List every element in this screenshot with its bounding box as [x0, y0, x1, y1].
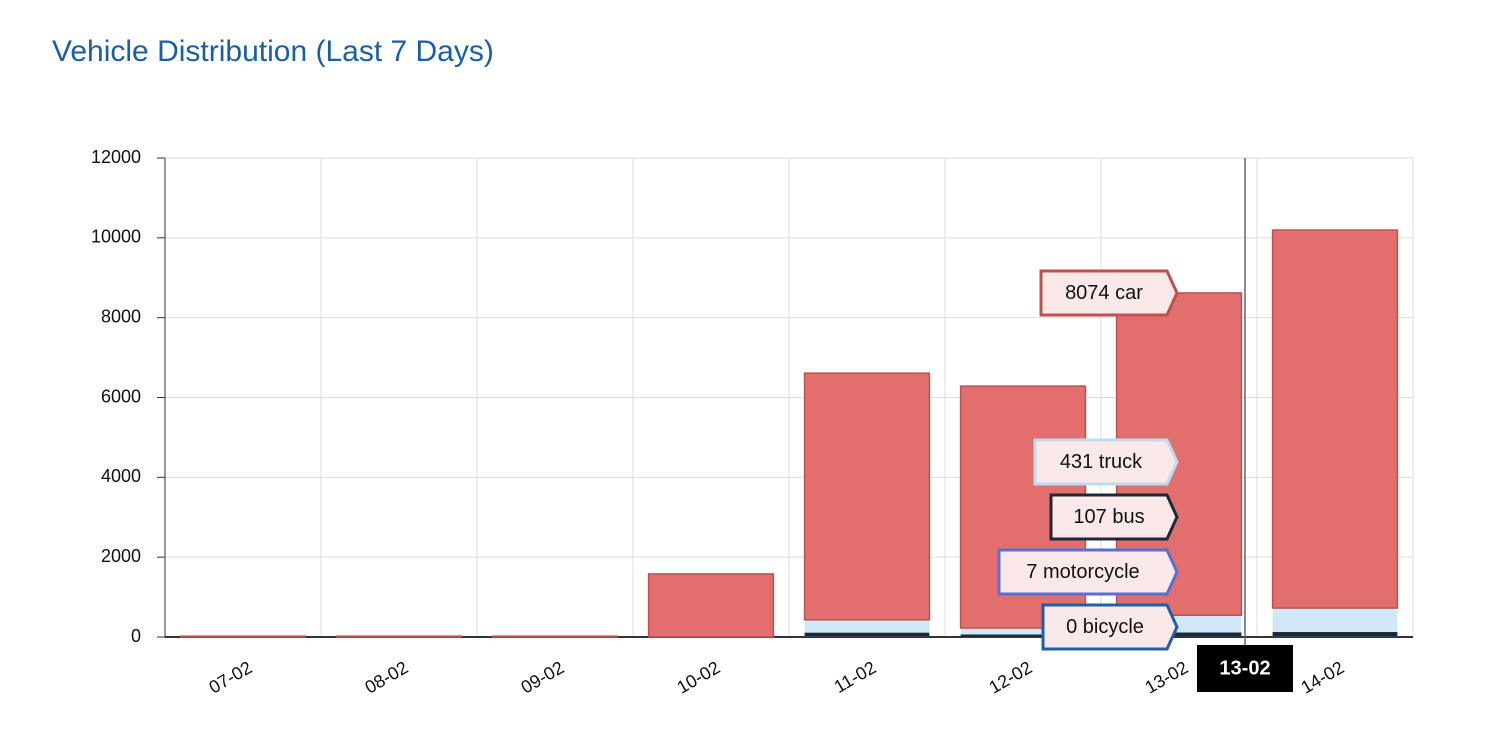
x-tick-label: 14-02: [1297, 657, 1347, 697]
tooltip-box: [1041, 603, 1179, 651]
tooltip-series-name: bicycle: [1083, 616, 1144, 638]
x-tick-label: 11-02: [831, 657, 880, 697]
bar-segment: [1272, 608, 1398, 633]
tooltip-box: [1039, 269, 1179, 317]
x-tick-label: 13-02: [1141, 657, 1191, 697]
bar-segment: [647, 573, 775, 638]
y-tick-label: 12000: [91, 147, 141, 167]
bar-segment: [1272, 632, 1398, 637]
tooltip-series-name: truck: [1099, 451, 1143, 473]
tooltip-text: 0 bicycle: [1066, 616, 1144, 638]
y-tick-label: 8000: [101, 306, 141, 326]
tooltip-text: 8074 car: [1065, 282, 1143, 304]
x-tick-label: 09-02: [517, 657, 567, 697]
x-tick-label: 08-02: [361, 657, 411, 697]
chart-title: Vehicle Distribution (Last 7 Days): [52, 35, 494, 68]
y-tick-label: 2000: [101, 546, 141, 566]
y-tick-label: 4000: [101, 466, 141, 486]
tooltip-value: 107: [1073, 506, 1106, 528]
tooltip-value: 8074: [1065, 282, 1110, 304]
y-tick-label: 10000: [91, 227, 141, 247]
bar-segment: [960, 628, 1086, 635]
bar-segment: [1271, 229, 1399, 609]
bar-segment: [491, 635, 619, 638]
crosshair-label-box: [1197, 645, 1293, 692]
tooltip-value: 431: [1060, 451, 1093, 473]
tooltip-text: 7 motorcycle: [1026, 561, 1139, 583]
tooltip-series-name: bus: [1112, 506, 1144, 528]
bar-segment: [1116, 632, 1242, 637]
x-tick-label: 12-02: [985, 657, 1035, 697]
tooltip-text: 431 truck: [1060, 451, 1143, 473]
x-tick-label: 10-02: [673, 657, 723, 697]
bar-segment: [803, 372, 931, 621]
bar-segment: [804, 632, 930, 637]
crosshair-label: 13-02: [1219, 657, 1270, 679]
bar-segment: [960, 634, 1086, 637]
bar-segment: [179, 635, 307, 638]
y-tick-label: 0: [131, 626, 141, 646]
bar-segment: [335, 635, 463, 638]
tooltip-box: [1049, 493, 1179, 541]
x-tick-label: 07-02: [205, 657, 255, 697]
tooltip-value: 0: [1066, 616, 1077, 638]
tooltip-text: 107 bus: [1073, 506, 1144, 528]
tooltip-value: 7: [1026, 561, 1037, 583]
tooltip-series-name: motorcycle: [1043, 561, 1140, 583]
tooltip-box: [997, 548, 1179, 596]
y-tick-label: 6000: [101, 386, 141, 406]
tooltip-box: [1033, 438, 1179, 486]
bar-segment: [804, 619, 930, 633]
tooltip-series-name: car: [1115, 282, 1143, 304]
